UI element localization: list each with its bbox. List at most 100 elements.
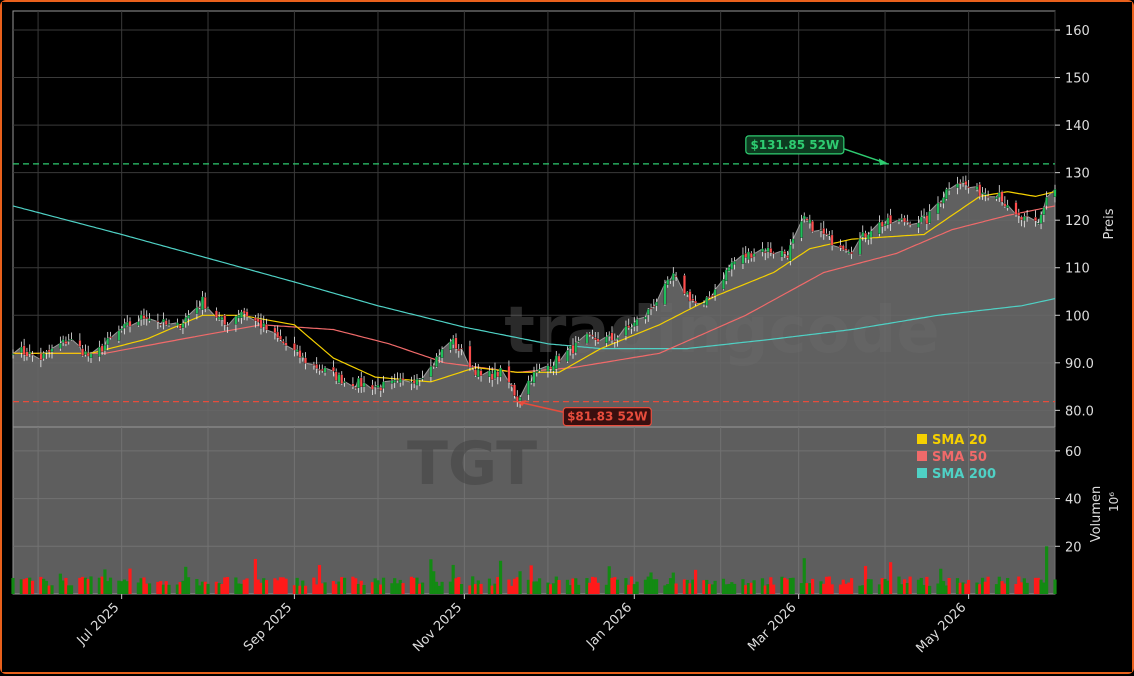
volume-bar	[791, 577, 795, 594]
volume-bar	[947, 577, 951, 594]
volume-bar	[649, 572, 653, 594]
volume-bar	[568, 585, 572, 594]
candle-body	[577, 340, 580, 342]
volume-bar	[819, 581, 823, 594]
volume-bar	[225, 576, 230, 594]
candle-body	[78, 340, 82, 347]
volume-bar	[145, 583, 149, 594]
volume-bar	[136, 582, 140, 594]
volume-bar	[242, 579, 246, 594]
volume-bar	[30, 580, 35, 594]
volume-bar	[1022, 578, 1026, 594]
volume-bar	[320, 583, 324, 594]
volume-bar	[691, 579, 695, 594]
volume-bar	[47, 585, 51, 594]
volume-bar	[100, 576, 104, 594]
high-52w-box	[745, 135, 845, 155]
candle-body	[724, 269, 728, 282]
volume-bar	[22, 579, 26, 594]
legend-swatch	[917, 451, 927, 461]
candle-body	[164, 320, 168, 325]
volume-bar	[487, 578, 492, 594]
candle-body	[691, 298, 695, 301]
candle-body	[780, 250, 784, 257]
volume-bar	[967, 579, 971, 594]
volume-bar	[780, 576, 784, 594]
candle-body	[549, 366, 553, 369]
candle-body	[276, 331, 280, 338]
ticker-watermark: TGT	[407, 429, 537, 499]
candle-body	[983, 193, 987, 196]
candle-body	[552, 365, 555, 371]
volume-bar	[147, 583, 152, 594]
volume-bar	[337, 581, 341, 594]
candle-body	[359, 377, 363, 387]
volume-bar	[805, 583, 809, 594]
candle-body	[1006, 204, 1009, 208]
candle-body	[763, 251, 767, 253]
volume-bar	[961, 582, 965, 594]
candle-body	[490, 373, 494, 380]
candle-body	[510, 384, 514, 387]
candle-body	[630, 327, 633, 329]
volume-tick-label: 60	[1065, 445, 1082, 460]
candle-body	[245, 311, 249, 317]
candle-body	[351, 383, 355, 387]
candle-body	[683, 275, 686, 294]
candle-body	[451, 338, 455, 345]
volume-bar	[830, 584, 834, 594]
volume-bar	[473, 584, 478, 594]
volume-bar	[752, 580, 756, 594]
volume-bar	[317, 564, 322, 594]
candle-body	[410, 382, 413, 384]
candle-body	[323, 367, 327, 373]
candle-body	[89, 353, 93, 359]
volume-bar	[746, 583, 751, 594]
volume-bar	[727, 583, 731, 594]
volume-bar	[512, 578, 517, 594]
candle-body	[59, 343, 62, 349]
volume-bar	[654, 579, 659, 594]
candle-body	[964, 181, 968, 186]
candle-body	[265, 324, 268, 331]
volume-bar	[1053, 579, 1057, 594]
volume-bar	[67, 585, 71, 594]
volume-bar	[429, 559, 433, 594]
candle-body	[449, 341, 452, 350]
candle-body	[744, 253, 748, 258]
candle-body	[808, 219, 812, 224]
volume-bar	[451, 564, 455, 594]
volume-bar	[546, 582, 550, 594]
candle-body	[312, 364, 316, 366]
candle-body	[905, 221, 909, 223]
volume-bar	[418, 583, 422, 594]
legend-label: SMA 50	[932, 450, 987, 465]
volume-bar	[223, 577, 227, 594]
candle-body	[688, 291, 692, 302]
candle-body	[206, 308, 210, 310]
volume-bar	[922, 584, 926, 594]
volume-bar	[1019, 582, 1024, 594]
candle-body	[613, 340, 617, 342]
volume-bar	[537, 578, 542, 594]
candle-body	[184, 317, 188, 323]
volume-bar	[889, 562, 893, 594]
volume-bar	[958, 582, 962, 594]
candle-body	[571, 344, 575, 354]
volume-bar	[11, 577, 15, 594]
volume-bar	[97, 577, 101, 594]
volume-bar	[788, 578, 792, 594]
candle-body	[454, 337, 458, 349]
volume-bar	[877, 584, 882, 594]
volume-bar	[799, 583, 804, 594]
volume-bar	[39, 576, 43, 594]
candle-body	[334, 371, 338, 381]
volume-bar	[766, 584, 770, 594]
price-tick-label: 110	[1065, 262, 1090, 277]
candle-body	[176, 322, 179, 326]
candle-body	[749, 252, 753, 259]
candle-body	[610, 332, 614, 341]
candle-body	[663, 283, 667, 305]
price-tick-label: 90.0	[1065, 357, 1094, 372]
